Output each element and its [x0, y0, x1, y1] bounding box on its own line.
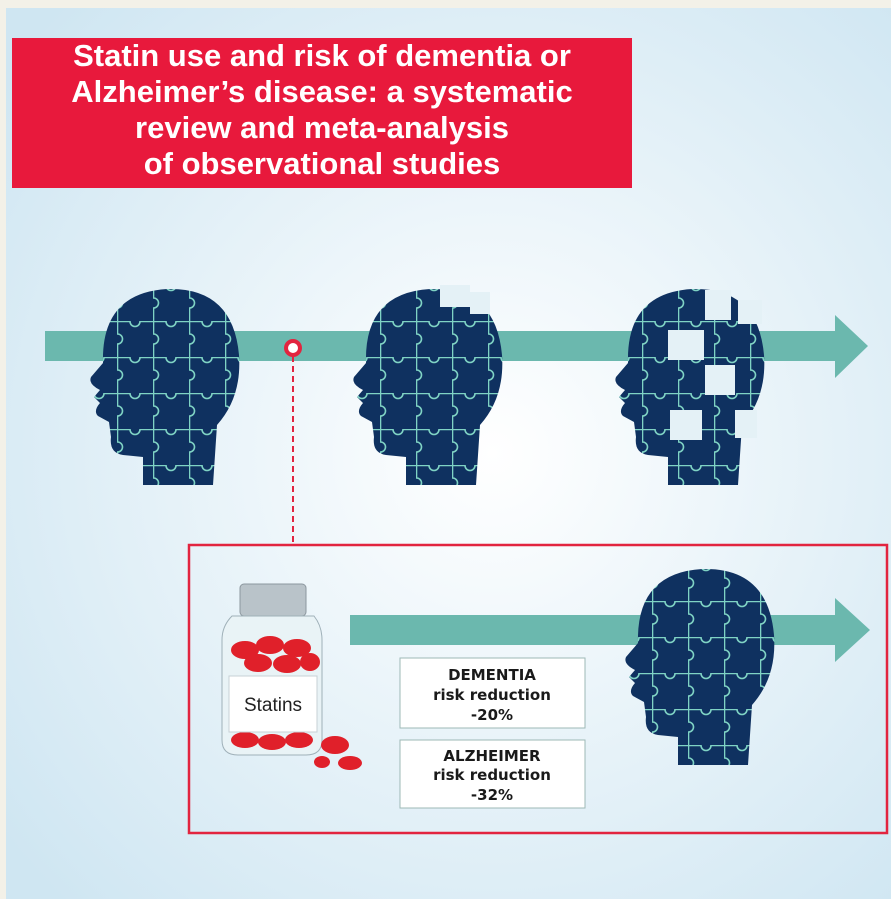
result-text: DEMENTIA [448, 666, 536, 684]
title-line: Alzheimer’s disease: a systematic [71, 74, 572, 109]
result-text: risk reduction [433, 766, 551, 784]
result-text: -32% [471, 786, 513, 804]
page: {"title": {"lines": ["Statin use and ris… [0, 0, 891, 899]
bottle-label: Statins [244, 695, 302, 716]
title-line: Statin use and risk of dementia or [73, 38, 571, 73]
result-text: risk reduction [433, 686, 551, 704]
title-line: of observational studies [144, 146, 501, 181]
result-text: -20% [471, 706, 513, 724]
marker [286, 341, 300, 355]
result-text: ALZHEIMER [443, 747, 541, 765]
infographic: Statin use and risk of dementia or Alzhe… [0, 0, 891, 899]
title-line: review and meta-analysis [135, 110, 509, 145]
